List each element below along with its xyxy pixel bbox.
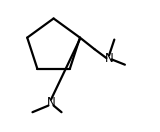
Text: N: N bbox=[105, 52, 113, 65]
Text: N: N bbox=[47, 96, 55, 109]
